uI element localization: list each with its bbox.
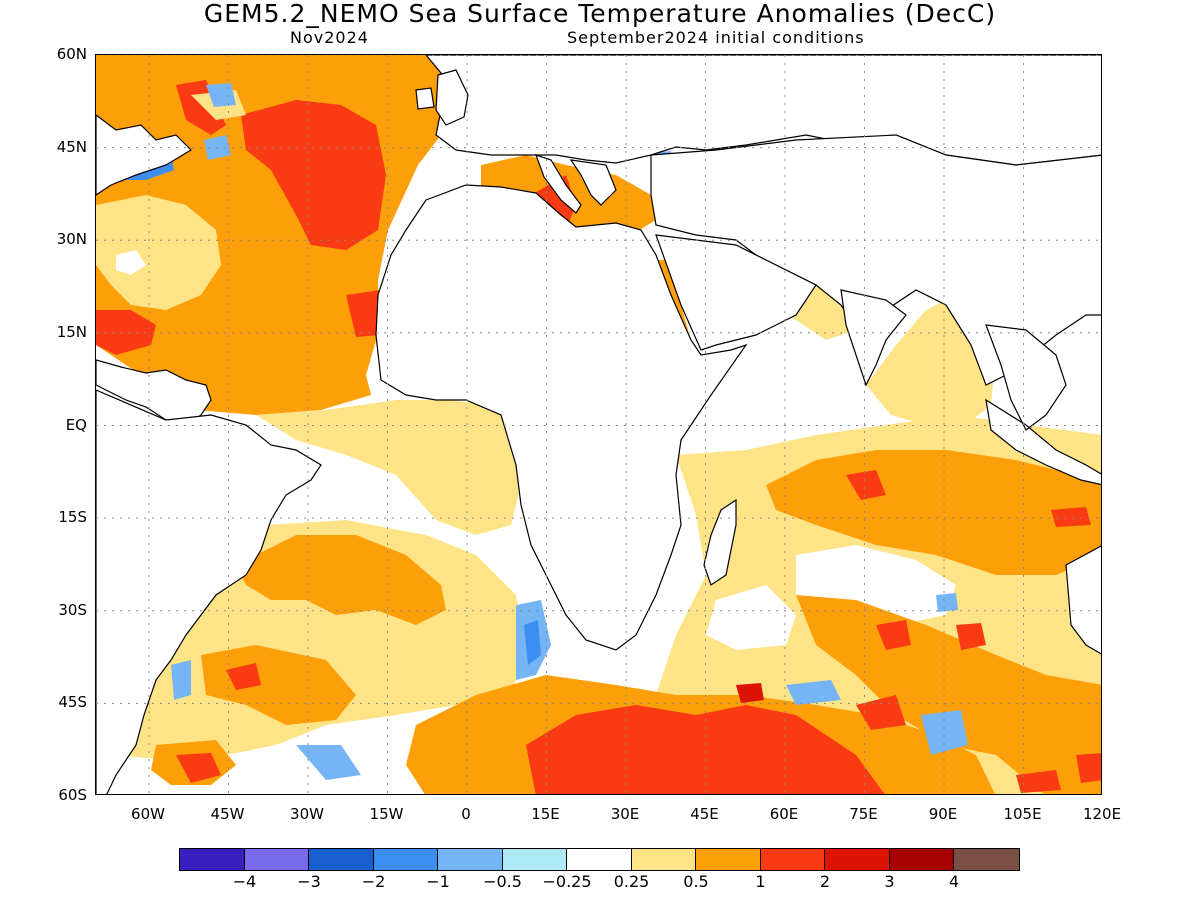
longitude-tick-label: 60W bbox=[131, 805, 165, 823]
colorbar-swatch bbox=[889, 849, 954, 870]
anomaly-region-so-blue bbox=[786, 593, 968, 755]
latitude-tick-label: 15S bbox=[58, 508, 87, 527]
colorbar-swatch bbox=[438, 849, 503, 870]
latitude-tick-label: EQ bbox=[65, 415, 87, 434]
latitude-tick-label: 30S bbox=[58, 600, 87, 619]
land-central-america-caribbean bbox=[96, 359, 212, 426]
longitude-tick-label: 0 bbox=[461, 805, 471, 823]
colorbar-tick-label: 2 bbox=[819, 872, 831, 891]
colorbar-tick-label: 0.25 bbox=[613, 872, 650, 891]
latitude-tick-label: 15N bbox=[56, 322, 87, 341]
colorbar-swatch bbox=[954, 849, 1019, 870]
land-africa bbox=[375, 184, 748, 651]
colorbar-swatch bbox=[502, 849, 567, 870]
anomaly-region-so-red-dark bbox=[736, 683, 764, 703]
latitude-tick-label: 45S bbox=[58, 693, 87, 712]
longitude-tick-label: 75E bbox=[849, 805, 878, 823]
colorbar-swatch bbox=[244, 849, 309, 870]
colorbar-tick-label: 0.5 bbox=[683, 872, 709, 891]
anomaly-region-satl-orange-2 bbox=[201, 645, 356, 725]
land-australia bbox=[1065, 545, 1101, 655]
colorbar bbox=[179, 848, 1020, 871]
anomaly-region-satl-blue-dark bbox=[524, 620, 541, 665]
land-madagascar bbox=[703, 498, 737, 586]
anomaly-region-natl-lightblue bbox=[204, 83, 236, 160]
land-italy bbox=[535, 154, 582, 214]
colorbar-tick-label: −2 bbox=[361, 872, 386, 891]
longitude-tick-label: 30E bbox=[610, 805, 640, 823]
colorbar-swatch bbox=[373, 849, 438, 870]
colorbar-tick-label: −0.5 bbox=[483, 872, 522, 891]
land-north-america bbox=[96, 114, 192, 196]
map-plot-area bbox=[95, 54, 1102, 795]
anomaly-region-carib-red bbox=[96, 290, 381, 355]
initial-conditions-label: September2024 initial conditions bbox=[567, 28, 865, 47]
colorbar-swatch bbox=[567, 849, 632, 870]
graticule bbox=[96, 55, 1101, 794]
longitude-tick-label: 120E bbox=[1082, 805, 1122, 823]
chart-title: GEM5.2_NEMO Sea Surface Temperature Anom… bbox=[203, 0, 997, 28]
colorbar-swatch bbox=[696, 849, 761, 870]
longitude-tick-label: 90E bbox=[928, 805, 958, 823]
anomaly-region-natl-white-1 bbox=[116, 250, 146, 275]
land-india bbox=[840, 289, 907, 387]
colorbar-tick-label: −4 bbox=[232, 872, 257, 891]
anomaly-region-satl-red bbox=[176, 663, 261, 783]
land-middle-east-asia bbox=[650, 134, 1101, 386]
anomaly-region-natl-red-2 bbox=[176, 80, 226, 135]
colorbar-swatch bbox=[309, 849, 374, 870]
anomaly-region-so-red bbox=[526, 705, 885, 794]
latitude-tick-label: 60N bbox=[56, 45, 87, 63]
longitude-tick-label: 105E bbox=[1003, 805, 1042, 823]
forecast-month: Nov2024 bbox=[290, 28, 369, 47]
land-british-isles bbox=[415, 69, 469, 126]
anomaly-region-io-orange-2 bbox=[986, 485, 1101, 540]
longitude-tick-label: 30W bbox=[290, 805, 324, 823]
colorbar-swatch bbox=[825, 849, 890, 870]
latitude-tick-label: 30N bbox=[56, 230, 87, 249]
longitude-tick-label: 15E bbox=[531, 805, 560, 823]
colorbar-swatch bbox=[180, 849, 245, 870]
longitude-tick-label: 15W bbox=[369, 805, 404, 823]
land-indochina-indonesia bbox=[985, 324, 1101, 486]
anomaly-region-eq-atl-yellow bbox=[256, 400, 521, 535]
anomaly-region-natl-red-1 bbox=[241, 100, 386, 250]
colorbar-tick-label: 1 bbox=[755, 872, 766, 891]
latitude-tick-label: 60S bbox=[58, 786, 87, 804]
colorbar-tick-label: −3 bbox=[297, 872, 321, 891]
anomaly-region-satl-orange bbox=[236, 535, 446, 625]
latitude-tick-label: 45N bbox=[56, 137, 87, 156]
colorbar-swatch bbox=[631, 849, 696, 870]
sst-anomaly-map bbox=[96, 55, 1101, 794]
land-greece-balkans bbox=[569, 159, 617, 206]
colorbar-tick-label: 4 bbox=[948, 872, 960, 891]
colorbar-tick-label: −0.25 bbox=[542, 872, 592, 891]
land-south-america bbox=[96, 389, 322, 794]
colorbar-tick-label: −1 bbox=[426, 872, 450, 891]
longitude-tick-label: 45E bbox=[690, 805, 719, 823]
anomaly-region-so-orange-east bbox=[796, 595, 1101, 794]
anomaly-region-io-red-1 bbox=[846, 470, 1091, 527]
anomaly-region-natl-yellow-1 bbox=[96, 195, 221, 310]
land-arabia bbox=[655, 234, 817, 351]
longitude-tick-label: 45W bbox=[210, 805, 245, 823]
colorbar-tick-label: 3 bbox=[884, 872, 895, 891]
longitude-tick-label: 60E bbox=[769, 805, 799, 823]
colorbar-swatch bbox=[760, 849, 825, 870]
